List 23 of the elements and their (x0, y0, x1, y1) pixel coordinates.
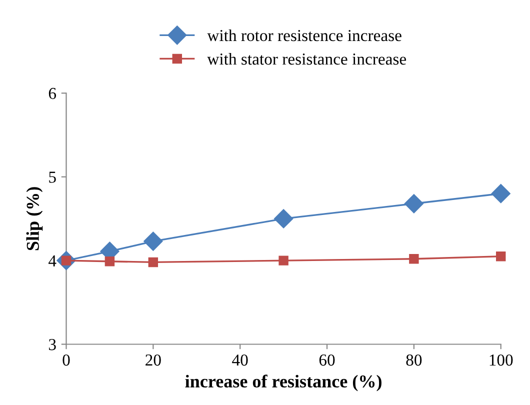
point (274, 209, 294, 228)
y-tick-label: 5 (49, 172, 56, 183)
point (144, 232, 163, 251)
x-tick-label: 80 (406, 354, 422, 366)
point (104, 256, 115, 266)
y-axis-title: Slip (%) (26, 187, 43, 250)
point (496, 252, 506, 262)
y-tick-label: 3 (48, 338, 56, 350)
legend-label: with rotor resistence increase (207, 29, 402, 42)
x-tick-label: 60 (319, 354, 335, 366)
x-tick-label: 20 (146, 354, 161, 366)
x-tick-label: 100 (490, 354, 513, 366)
point (491, 184, 510, 204)
point (148, 257, 158, 268)
point (404, 194, 424, 214)
x-tick-label: 0 (62, 354, 70, 366)
y-tick-label: 4 (48, 255, 56, 266)
x-axis-title: increase of resistance (%) (185, 374, 382, 392)
point (278, 256, 288, 266)
y-tick-label: 6 (48, 88, 56, 100)
legend-label: with stator resistance increase (207, 52, 406, 65)
x-tick-label: 40 (232, 354, 248, 366)
point (409, 254, 419, 264)
